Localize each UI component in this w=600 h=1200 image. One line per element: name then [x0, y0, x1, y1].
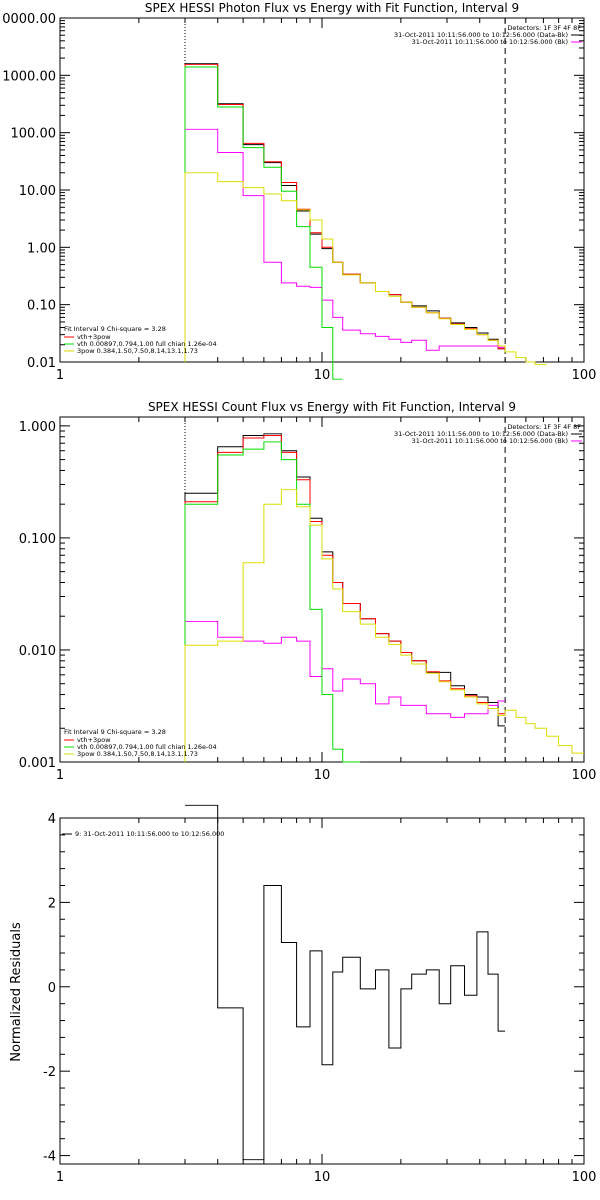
x-tick-label: 1 — [56, 1170, 64, 1185]
panel2-axes: 1 10 100 0.001 0.010 0.100 1.000 — [19, 417, 597, 783]
panel1-title: SPEX HESSI Photon Flux vs Energy with Fi… — [145, 1, 519, 15]
x-tick-label: 1 — [56, 368, 64, 383]
y-tick-label: 0 — [48, 981, 56, 996]
series-line-2 — [185, 621, 505, 762]
y-tick-label: 100.00 — [11, 127, 57, 142]
x-tick-label: 100 — [572, 1170, 597, 1185]
panel2-fit-interval: Fit Interval 9 Chi-square = 3.28 — [64, 728, 166, 736]
panel1-legend-top-right: Detectors: 1F 3F 4F 8F 31-Oct-2011 10:11… — [394, 24, 582, 46]
x-tick-label: 10 — [314, 368, 331, 383]
panel1-fit-interval: Fit Interval 9 Chi-square = 3.28 — [64, 325, 166, 333]
panel2-legend-bottom-left: Fit Interval 9 Chi-square = 3.28 vth+3po… — [64, 728, 217, 758]
panel3-axes: 1 10 100 -4 -2 0 2 4 — [43, 812, 596, 1185]
panel2-legend-vth3pow: vth+3pow — [77, 736, 111, 744]
x-tick-label: 100 — [572, 368, 597, 383]
panel1-legend-detectors: Detectors: 1F 3F 4F 8F — [507, 24, 581, 32]
series-line-2 — [185, 129, 505, 362]
x-tick-label: 10 — [314, 768, 331, 783]
y-tick-label: 0.010 — [19, 644, 56, 659]
x-tick-label: 1 — [56, 768, 64, 783]
series-line-3 — [185, 442, 360, 762]
y-tick-label: 0.100 — [19, 532, 56, 547]
panel1-legend-bottom-left: Fit Interval 9 Chi-square = 3.28 vth+3po… — [64, 325, 217, 355]
series-line-1 — [185, 436, 505, 763]
residuals-panel: Normalized Residuals 1 10 100 -4 -2 0 2 4 9: 31… — [9, 805, 596, 1185]
y-tick-label: 1.000 — [19, 420, 56, 435]
photon-flux-panel: SPEX HESSI Photon Flux vs Energy with Fi… — [2, 1, 596, 383]
y-tick-label: 0.001 — [19, 756, 56, 771]
panel2-legend-3pow: 3pow 0.384,1.50,7.50,8.14,13.1,1.73 — [77, 750, 198, 758]
panel2-series — [185, 434, 584, 762]
series-line-4 — [185, 173, 547, 365]
panel3-ylabel: Normalized Residuals — [9, 922, 24, 1062]
y-tick-label: 2 — [48, 896, 56, 911]
x-tick-label: 100 — [572, 768, 597, 783]
series-line-0 — [185, 64, 505, 362]
series-line-4 — [185, 490, 584, 762]
y-tick-label: 10.00 — [19, 184, 56, 199]
panel1-legend-data: 31-Oct-2011 10:11:56.000 to 10:12:56.000… — [394, 31, 568, 39]
count-flux-panel: SPEX HESSI Count Flux vs Energy with Fit… — [19, 400, 597, 783]
panel2-legend-bk: 31-Oct-2011 10:11:56.000 to 10:12:56.000… — [412, 437, 568, 445]
series-line-1 — [185, 64, 505, 362]
panel1-legend-3pow: 3pow 0.384,1.50,7.50,8.14,13.1,1.73 — [77, 347, 198, 355]
panel2-title: SPEX HESSI Count Flux vs Energy with Fit… — [148, 400, 516, 414]
y-tick-label: 0.01 — [27, 356, 56, 371]
x-tick-label: 10 — [314, 1170, 331, 1185]
panel1-legend-vth3pow: vth+3pow — [77, 333, 111, 341]
panel2-legend-data: 31-Oct-2011 10:11:56.000 to 10:12:56.000… — [394, 430, 568, 438]
panel3-series — [185, 805, 505, 1160]
panel1-legend-vth: vth 0.00897,0.794,1.00 full chian 1.26e-… — [77, 340, 217, 348]
y-tick-label: 0000.00 — [2, 12, 56, 27]
panel1-series — [185, 64, 547, 380]
y-tick-label: 1000.00 — [2, 69, 56, 84]
panel1-legend-bk: 31-Oct-2011 10:11:56.000 to 10:12:56.000… — [412, 38, 568, 46]
panel2-legend-vth: vth 0.00897,0.794,1.00 full chian 1.26e-… — [77, 743, 217, 751]
panel2-legend-top-right: Detectors: 1F 3F 4F 8F 31-Oct-2011 10:11… — [394, 423, 582, 445]
panel3-legend: 9: 31-Oct-2011 10:11:56.000 to 10:12:56.… — [75, 830, 224, 838]
y-tick-label: -2 — [43, 1065, 56, 1080]
series-line-0 — [185, 434, 505, 762]
y-tick-label: -4 — [43, 1150, 56, 1165]
y-tick-label: 0.10 — [27, 299, 56, 314]
y-tick-label: 4 — [48, 812, 56, 827]
panel2-legend-detectors: Detectors: 1F 3F 4F 8F — [507, 423, 581, 431]
y-tick-label: 1.00 — [27, 241, 56, 256]
series-line-0 — [185, 805, 505, 1160]
series-line-3 — [185, 67, 343, 379]
